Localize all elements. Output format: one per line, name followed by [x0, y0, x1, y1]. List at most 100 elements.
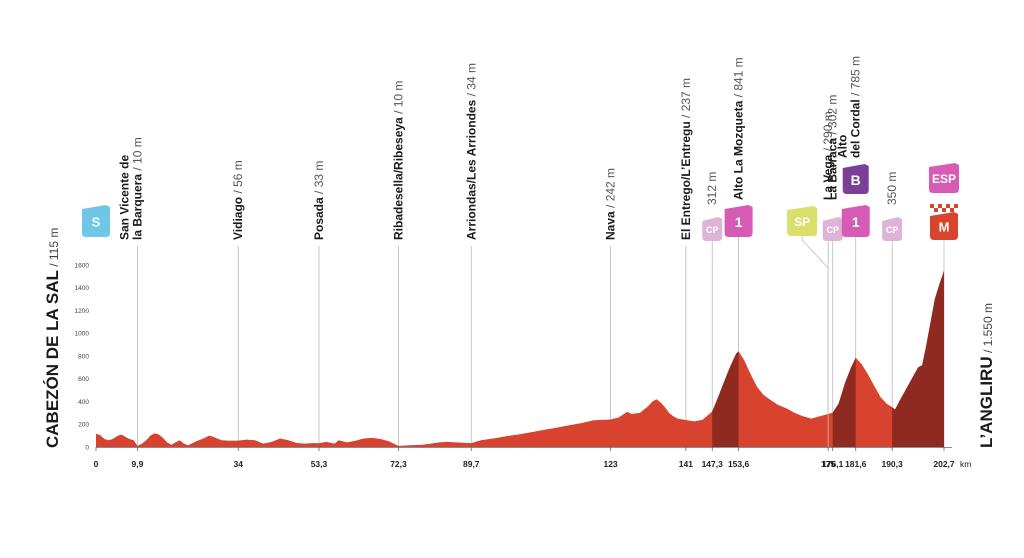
waypoint-altitude: / 302 m	[826, 95, 840, 138]
climb-segment	[832, 357, 856, 447]
waypoint-name: Posada / 33 m	[312, 161, 326, 240]
waypoint-name: Arriondas/Les Arriondes / 34 m	[464, 63, 478, 240]
waypoint-name-text: San Vicente de	[117, 155, 131, 240]
x-tick-label: 141	[679, 459, 693, 469]
badge-label: CP	[706, 225, 719, 235]
checker-cell	[930, 204, 934, 208]
finish-city-label: L’ANGLIRU / 1.550 m	[977, 303, 996, 448]
waypoint-name-text: La Vega	[821, 154, 835, 200]
y-tick-label: 800	[78, 353, 89, 360]
waypoint-name-text: Vidiago	[231, 197, 245, 240]
checker-cell	[954, 208, 958, 212]
finish-city-alt: / 1.550 m	[981, 303, 995, 356]
waypoint-name-text: Alto	[836, 135, 850, 158]
x-tick-label: 190,3	[881, 459, 903, 469]
waypoint-name: San Vicente de	[117, 155, 131, 240]
start-city-name: CABEZÓN DE LA SAL	[43, 270, 62, 448]
x-tick-label: 72,3	[390, 459, 407, 469]
x-tick-label: 34	[234, 459, 244, 469]
waypoint-altitude: / 290 m	[821, 111, 835, 154]
waypoint-altitude: / 10 m	[130, 137, 144, 174]
x-tick-label: 202,7	[933, 459, 955, 469]
badge-label: S	[92, 215, 101, 230]
waypoint-name-text: Ribadesella/Ribeseya	[391, 117, 405, 240]
badge-shape	[787, 206, 818, 236]
elevation-profile	[96, 270, 952, 448]
waypoint-name: La Vega / 290 m	[821, 111, 835, 200]
waypoint-altitude: / 33 m	[312, 161, 326, 198]
waypoint-badge: S	[82, 205, 110, 237]
waypoint-name-text: El Entrego/L’Entregu	[679, 121, 693, 240]
x-tick-label: 123	[603, 459, 617, 469]
climb-segment	[712, 351, 739, 447]
waypoint-badge: ESP	[929, 163, 959, 193]
y-tick-label: 0	[85, 444, 89, 451]
waypoint-badge: CP	[882, 217, 903, 241]
x-unit-label: km	[960, 459, 971, 469]
waypoint-altitude: 312 m	[705, 172, 719, 205]
profile-area	[96, 270, 944, 447]
x-tick-label: 0	[94, 459, 99, 469]
badge-shape	[882, 217, 903, 241]
badge-label: CP	[826, 225, 839, 235]
checker-cell	[934, 208, 938, 212]
y-tick-label: 1200	[75, 308, 90, 315]
waypoint-name-text: Posada	[312, 197, 326, 240]
finish-checker	[930, 204, 958, 212]
checker-cell	[942, 208, 946, 212]
badge-shape	[930, 212, 958, 240]
badge-label: SP	[794, 215, 810, 229]
badge-label: CP	[886, 225, 899, 235]
waypoint-badge: 1	[724, 205, 753, 237]
waypoint-name-text: La Barraca	[826, 138, 840, 200]
waypoint-name-text: la Barquera	[130, 174, 144, 240]
waypoint-altitude: / 237 m	[679, 78, 693, 121]
waypoint-badge: M	[930, 212, 958, 240]
waypoint-badge: CP	[702, 217, 723, 241]
checker-cell	[950, 204, 954, 208]
waypoint-altitude: 350 m	[885, 172, 899, 205]
badge-label: 1	[852, 214, 860, 230]
checker-cell	[946, 208, 950, 212]
badge-shape	[842, 164, 869, 194]
x-tick-label: 153,6	[728, 459, 750, 469]
checker-cell	[946, 204, 950, 208]
badge-shape	[702, 217, 723, 241]
waypoint-name: El Entrego/L’Entregu / 237 m	[679, 78, 693, 240]
start-city-alt: / 115 m	[47, 228, 61, 270]
x-tick-label: 9,9	[132, 459, 144, 469]
waypoint-name: Alto La Mozqueta / 841 m	[732, 57, 746, 200]
waypoint-altitude: / 242 m	[604, 168, 618, 211]
y-tick-label: 200	[78, 422, 89, 429]
checker-cell	[930, 208, 934, 212]
badge-shape	[929, 163, 959, 193]
x-tick-label: 176,1	[822, 459, 844, 469]
checker-cell	[938, 208, 942, 212]
waypoint-name-text: Nava	[604, 211, 618, 240]
badge-shape	[841, 205, 870, 237]
badge-label: B	[851, 172, 861, 188]
checker-cell	[954, 204, 958, 208]
y-tick-label: 1000	[75, 331, 90, 338]
waypoint-name: Ribadesella/Ribeseya / 10 m	[391, 81, 405, 240]
waypoint-lines	[137, 236, 945, 447]
badge-label: M	[939, 220, 950, 235]
waypoint-badge: SP	[787, 206, 818, 236]
waypoint-badges: S CP 1 SP CP 1 B CP M ESP	[82, 163, 959, 447]
y-axis: 0 200 400 600 800 1000 1200 1400 1600	[75, 262, 90, 451]
waypoint-labels: San Vicente de la Barquera / 10 m Vidiago …	[117, 56, 899, 240]
y-tick-label: 1400	[75, 285, 90, 292]
x-tick-label: 53,3	[311, 459, 328, 469]
checker-cell	[942, 204, 946, 208]
badge-shape	[82, 205, 110, 237]
y-tick-label: 400	[78, 399, 89, 406]
x-tick-label: 181,6	[845, 459, 867, 469]
waypoint-name: Nava / 242 m	[604, 168, 618, 240]
x-tick-label: 147,3	[702, 459, 724, 469]
checker-cell	[934, 204, 938, 208]
waypoint-name-text: Arriondas/Les Arriondes	[464, 99, 478, 240]
y-tick-label: 600	[78, 376, 89, 383]
y-tick-label: 1600	[75, 262, 90, 269]
waypoint-altitude: / 34 m	[464, 63, 478, 100]
